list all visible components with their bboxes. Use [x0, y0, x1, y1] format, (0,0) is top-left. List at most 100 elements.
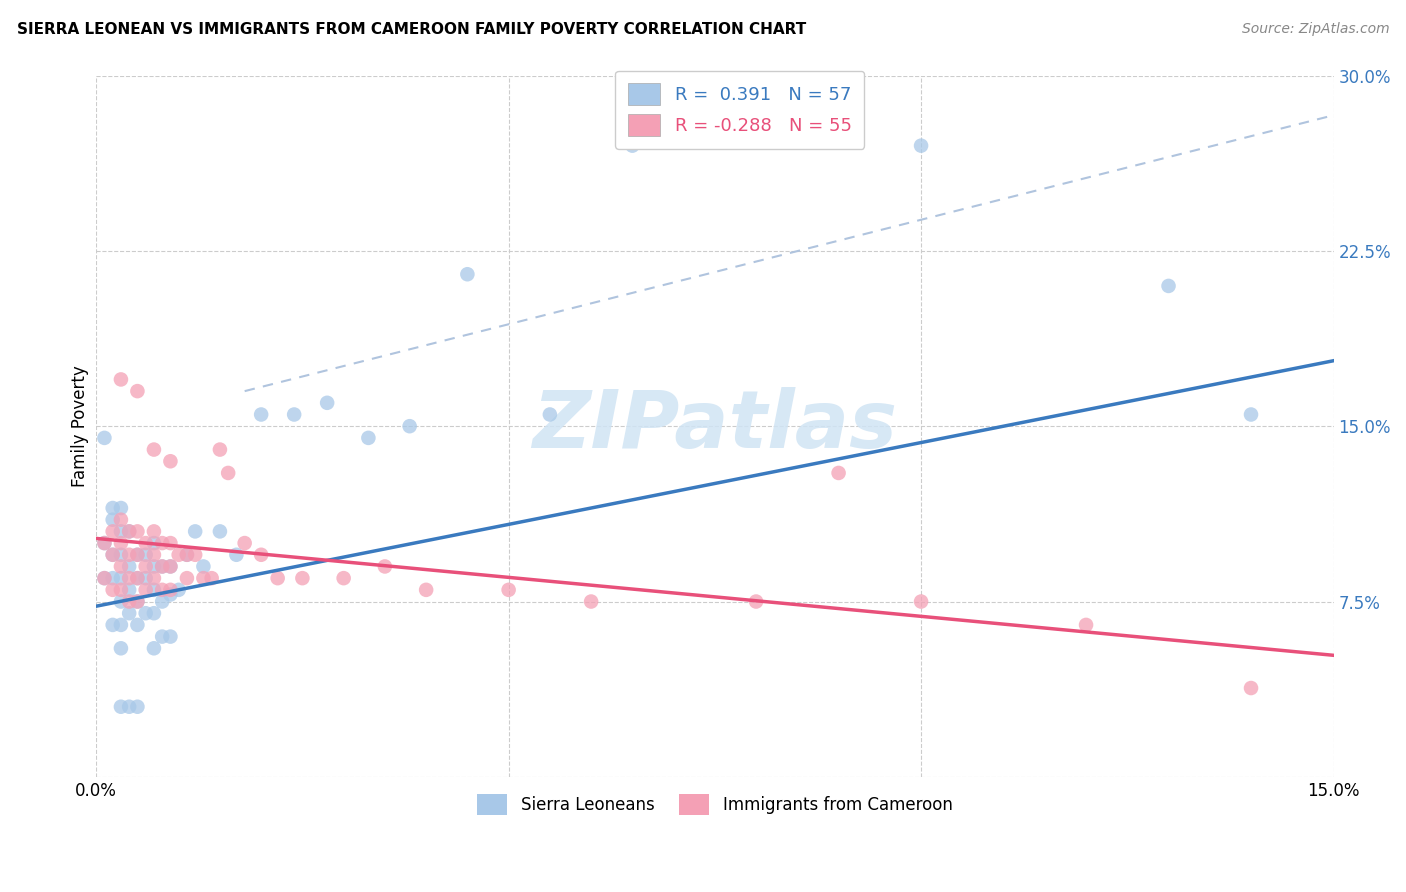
Point: [127, 594, 149, 608]
Point: [127, 524, 149, 539]
Y-axis label: Family Poverty: Family Poverty: [72, 366, 89, 487]
Text: ZIPatlas: ZIPatlas: [533, 387, 897, 466]
Point: [159, 536, 181, 550]
Point: [827, 466, 849, 480]
Point: [193, 559, 215, 574]
Point: [135, 582, 157, 597]
Point: [127, 384, 149, 398]
Point: [93, 431, 115, 445]
Point: [110, 536, 132, 550]
Point: [357, 431, 380, 445]
Point: [101, 548, 124, 562]
Point: [266, 571, 288, 585]
Point: [142, 559, 165, 574]
Point: [910, 594, 932, 608]
Point: [142, 536, 165, 550]
Point: [456, 267, 478, 281]
Point: [250, 548, 273, 562]
Point: [110, 559, 132, 574]
Point: [110, 582, 132, 597]
Point: [176, 548, 198, 562]
Point: [150, 559, 173, 574]
Point: [110, 372, 132, 386]
Point: [118, 594, 141, 608]
Point: [621, 138, 644, 153]
Legend: Sierra Leoneans, Immigrants from Cameroon: Sierra Leoneans, Immigrants from Cameroo…: [467, 784, 963, 824]
Point: [167, 582, 190, 597]
Point: [159, 582, 181, 597]
Point: [101, 513, 124, 527]
Point: [127, 699, 149, 714]
Point: [110, 513, 132, 527]
Point: [415, 582, 437, 597]
Point: [201, 571, 224, 585]
Point: [135, 606, 157, 620]
Point: [101, 524, 124, 539]
Text: Source: ZipAtlas.com: Source: ZipAtlas.com: [1241, 22, 1389, 37]
Point: [1074, 618, 1097, 632]
Point: [127, 548, 149, 562]
Point: [538, 408, 561, 422]
Point: [135, 571, 157, 585]
Point: [159, 559, 181, 574]
Point: [159, 454, 181, 468]
Point: [374, 559, 396, 574]
Point: [142, 442, 165, 457]
Point: [127, 571, 149, 585]
Point: [910, 138, 932, 153]
Point: [101, 618, 124, 632]
Point: [332, 571, 354, 585]
Point: [110, 524, 132, 539]
Point: [142, 548, 165, 562]
Point: [159, 559, 181, 574]
Point: [135, 536, 157, 550]
Point: [233, 536, 256, 550]
Point: [142, 571, 165, 585]
Point: [110, 641, 132, 656]
Point: [142, 524, 165, 539]
Point: [110, 618, 132, 632]
Point: [118, 524, 141, 539]
Point: [93, 536, 115, 550]
Point: [142, 641, 165, 656]
Point: [398, 419, 420, 434]
Point: [150, 559, 173, 574]
Point: [184, 524, 207, 539]
Point: [135, 548, 157, 562]
Point: [176, 571, 198, 585]
Point: [1240, 408, 1263, 422]
Point: [110, 699, 132, 714]
Point: [250, 408, 273, 422]
Text: SIERRA LEONEAN VS IMMIGRANTS FROM CAMEROON FAMILY POVERTY CORRELATION CHART: SIERRA LEONEAN VS IMMIGRANTS FROM CAMERO…: [17, 22, 806, 37]
Point: [127, 594, 149, 608]
Point: [127, 548, 149, 562]
Point: [150, 630, 173, 644]
Point: [225, 548, 247, 562]
Point: [159, 587, 181, 601]
Point: [110, 501, 132, 516]
Point: [118, 571, 141, 585]
Point: [1157, 279, 1180, 293]
Point: [118, 606, 141, 620]
Point: [101, 582, 124, 597]
Point: [283, 408, 305, 422]
Point: [127, 618, 149, 632]
Point: [150, 582, 173, 597]
Point: [745, 594, 768, 608]
Point: [93, 571, 115, 585]
Point: [127, 571, 149, 585]
Point: [110, 571, 132, 585]
Point: [93, 571, 115, 585]
Point: [118, 699, 141, 714]
Point: [118, 582, 141, 597]
Point: [150, 594, 173, 608]
Point: [110, 594, 132, 608]
Point: [1240, 681, 1263, 695]
Point: [118, 559, 141, 574]
Point: [101, 501, 124, 516]
Point: [184, 548, 207, 562]
Point: [142, 606, 165, 620]
Point: [291, 571, 314, 585]
Point: [193, 571, 215, 585]
Point: [498, 582, 520, 597]
